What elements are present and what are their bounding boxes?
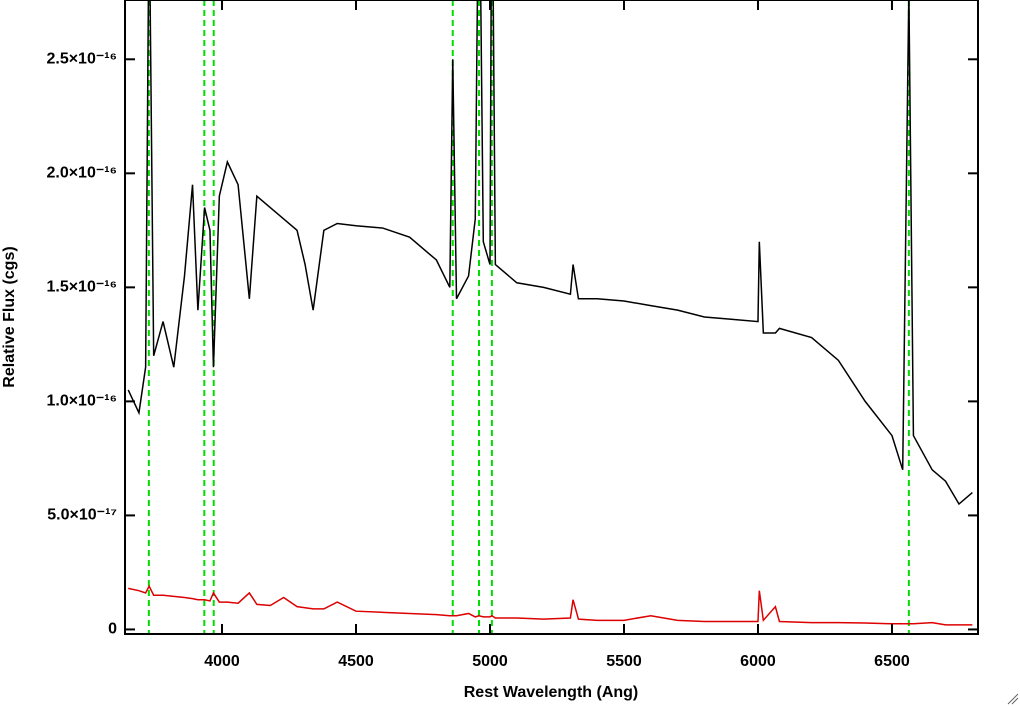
- resize-grip: [1007, 693, 1019, 705]
- x-axis-label: Rest Wavelength (Ang): [464, 684, 639, 701]
- y-tick-label: 0: [108, 621, 117, 638]
- y-tick-label: 1.0×10⁻¹⁶: [46, 393, 117, 410]
- x-tick-label: 6000: [740, 653, 776, 670]
- y-tick-label: 5.0×10⁻¹⁷: [47, 507, 117, 524]
- y-tick-label: 1.5×10⁻¹⁶: [46, 279, 117, 296]
- spectrum-line: [127, 0, 973, 506]
- y-tick-label: 2.0×10⁻¹⁶: [46, 165, 117, 182]
- spectrum-line: [128, 584, 973, 626]
- y-axis-label: Relative Flux (cgs): [1, 246, 18, 387]
- x-tick-label: 4000: [204, 653, 240, 670]
- y-tick-label: 2.5×10⁻¹⁶: [46, 51, 117, 68]
- x-tick-label: 4500: [338, 653, 374, 670]
- x-tick-label: 6500: [874, 653, 910, 670]
- plot-frame: [124, 0, 979, 635]
- x-tick-label: 5500: [606, 653, 642, 670]
- plot-area: [127, 0, 973, 634]
- x-tick-label: 5000: [472, 653, 508, 670]
